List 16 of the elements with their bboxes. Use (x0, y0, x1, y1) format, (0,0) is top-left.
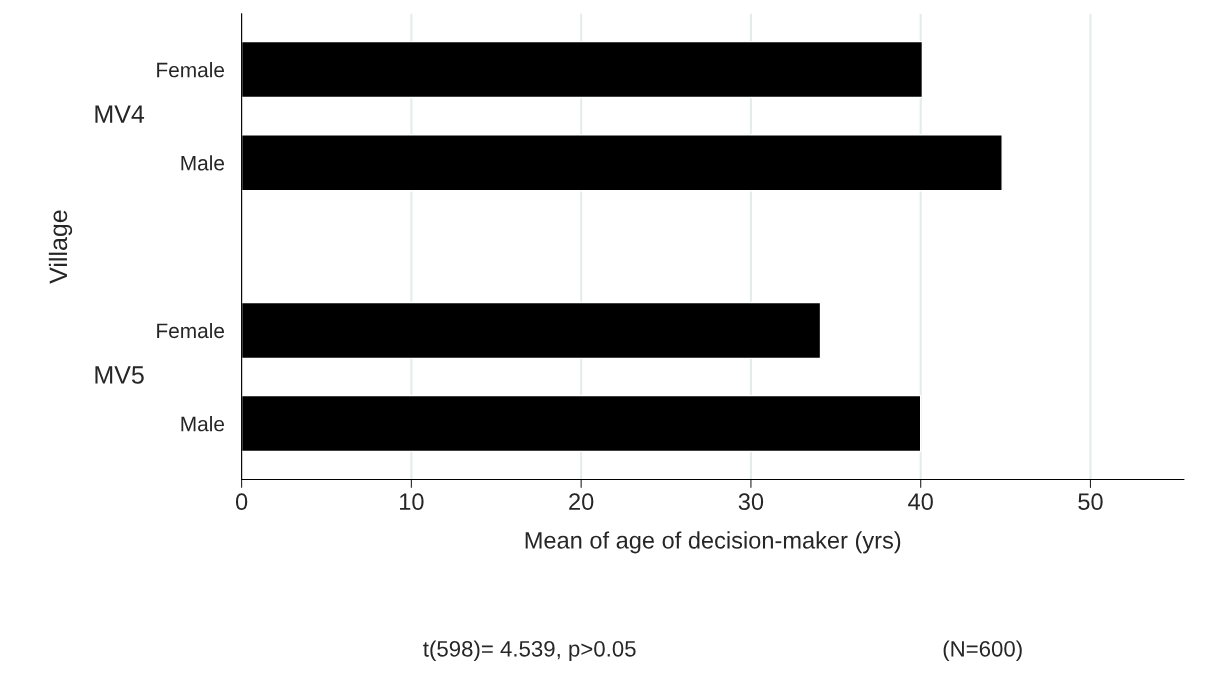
text: (N=600) (943, 640, 1022, 662)
x-tick-label: 10 (400, 493, 424, 511)
y-tick-label: Male (181, 155, 225, 171)
y-tick-label: Female (157, 62, 225, 78)
x-tick-label: 50 (1078, 493, 1103, 511)
x-tick-label: 0 (235, 493, 248, 511)
y-tick-label: Male (181, 416, 225, 432)
x-tick-label: 40 (908, 493, 933, 511)
text: MV4 (95, 105, 145, 123)
y-axis-title: Village (48, 210, 73, 284)
x-tick-label: 30 (738, 493, 764, 511)
text: MV5 (95, 366, 144, 384)
y-tick-label: Female (157, 322, 225, 339)
x-axis-title: Mean of age of decision-maker (yrs) (525, 531, 901, 554)
text: t(598)= 4.539, p>0.05 (423, 640, 636, 662)
x-tick-label: 20 (569, 493, 594, 511)
